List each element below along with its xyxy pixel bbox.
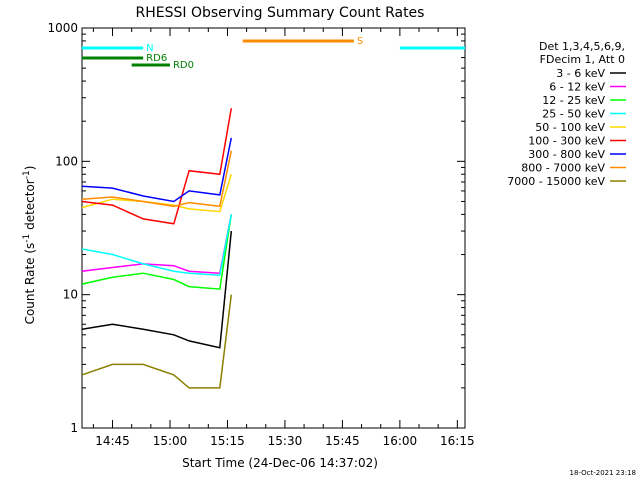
legend-label-8: 7000 - 15000 keV <box>507 175 605 188</box>
x-tick-label: 14:45 <box>95 434 130 448</box>
series-line-8 <box>82 294 233 389</box>
chart-title: RHESSI Observing Summary Count Rates <box>136 5 425 21</box>
x-axis-label: Start Time (24-Dec-06 14:37:02) <box>182 456 378 470</box>
y-tick-label: 10 <box>63 288 78 302</box>
timestamp: 18-Oct-2021 23:18 <box>570 469 636 477</box>
y-tick-label: 1 <box>70 421 78 435</box>
flag-label-RD0: RD0 <box>173 60 194 71</box>
legend-label-7: 800 - 7000 keV <box>521 162 605 175</box>
legend-label-3: 25 - 50 keV <box>542 108 605 121</box>
x-tick-label: 15:15 <box>210 434 245 448</box>
y-axis-label: Count Rate (s-1 detector-1) <box>22 166 37 325</box>
legend-label-5: 100 - 300 keV <box>528 135 605 148</box>
flags-group: N RD0 RD6 S <box>81 36 465 71</box>
legend: Det 1,3,4,5,6,9, FDecim 1, Att 0 3 - 6 k… <box>507 40 626 188</box>
y-tick-label: 100 <box>55 154 78 168</box>
legend-label-0: 3 - 6 keV <box>556 67 605 80</box>
series-line-2 <box>82 214 233 290</box>
legend-label-1: 6 - 12 keV <box>549 81 605 94</box>
x-tick-label: 15:00 <box>153 434 188 448</box>
x-tick-label: 15:30 <box>268 434 303 448</box>
series-lines <box>82 108 233 389</box>
x-axis: 14:45 15:00 15:15 15:30 15:45 16:00 16:15 <box>92 28 475 448</box>
series-line-4 <box>82 174 233 213</box>
flag-label-N: N <box>146 43 153 54</box>
x-tick-label: 16:00 <box>383 434 418 448</box>
flag-label-S: S <box>357 36 363 47</box>
series-line-6 <box>82 137 233 203</box>
series-line-5 <box>82 108 233 225</box>
legend-header-1: Det 1,3,4,5,6,9, <box>539 40 625 53</box>
flag-label-RD6: RD6 <box>146 53 167 64</box>
x-tick-label: 15:45 <box>325 434 360 448</box>
series-group <box>82 108 233 389</box>
legend-label-4: 50 - 100 keV <box>535 121 605 134</box>
legend-label-6: 300 - 800 keV <box>528 148 605 161</box>
x-tick-label: 16:15 <box>440 434 475 448</box>
legend-header-2: FDecim 1, Att 0 <box>540 53 625 66</box>
y-axis: 1 10 100 1000 <box>47 21 465 435</box>
series-line-7 <box>82 150 233 208</box>
legend-label-2: 12 - 25 keV <box>542 94 605 107</box>
plot-frame <box>81 27 466 429</box>
y-tick-label: 1000 <box>47 21 78 35</box>
series-line-3 <box>82 214 233 276</box>
series-line-0 <box>82 231 233 349</box>
